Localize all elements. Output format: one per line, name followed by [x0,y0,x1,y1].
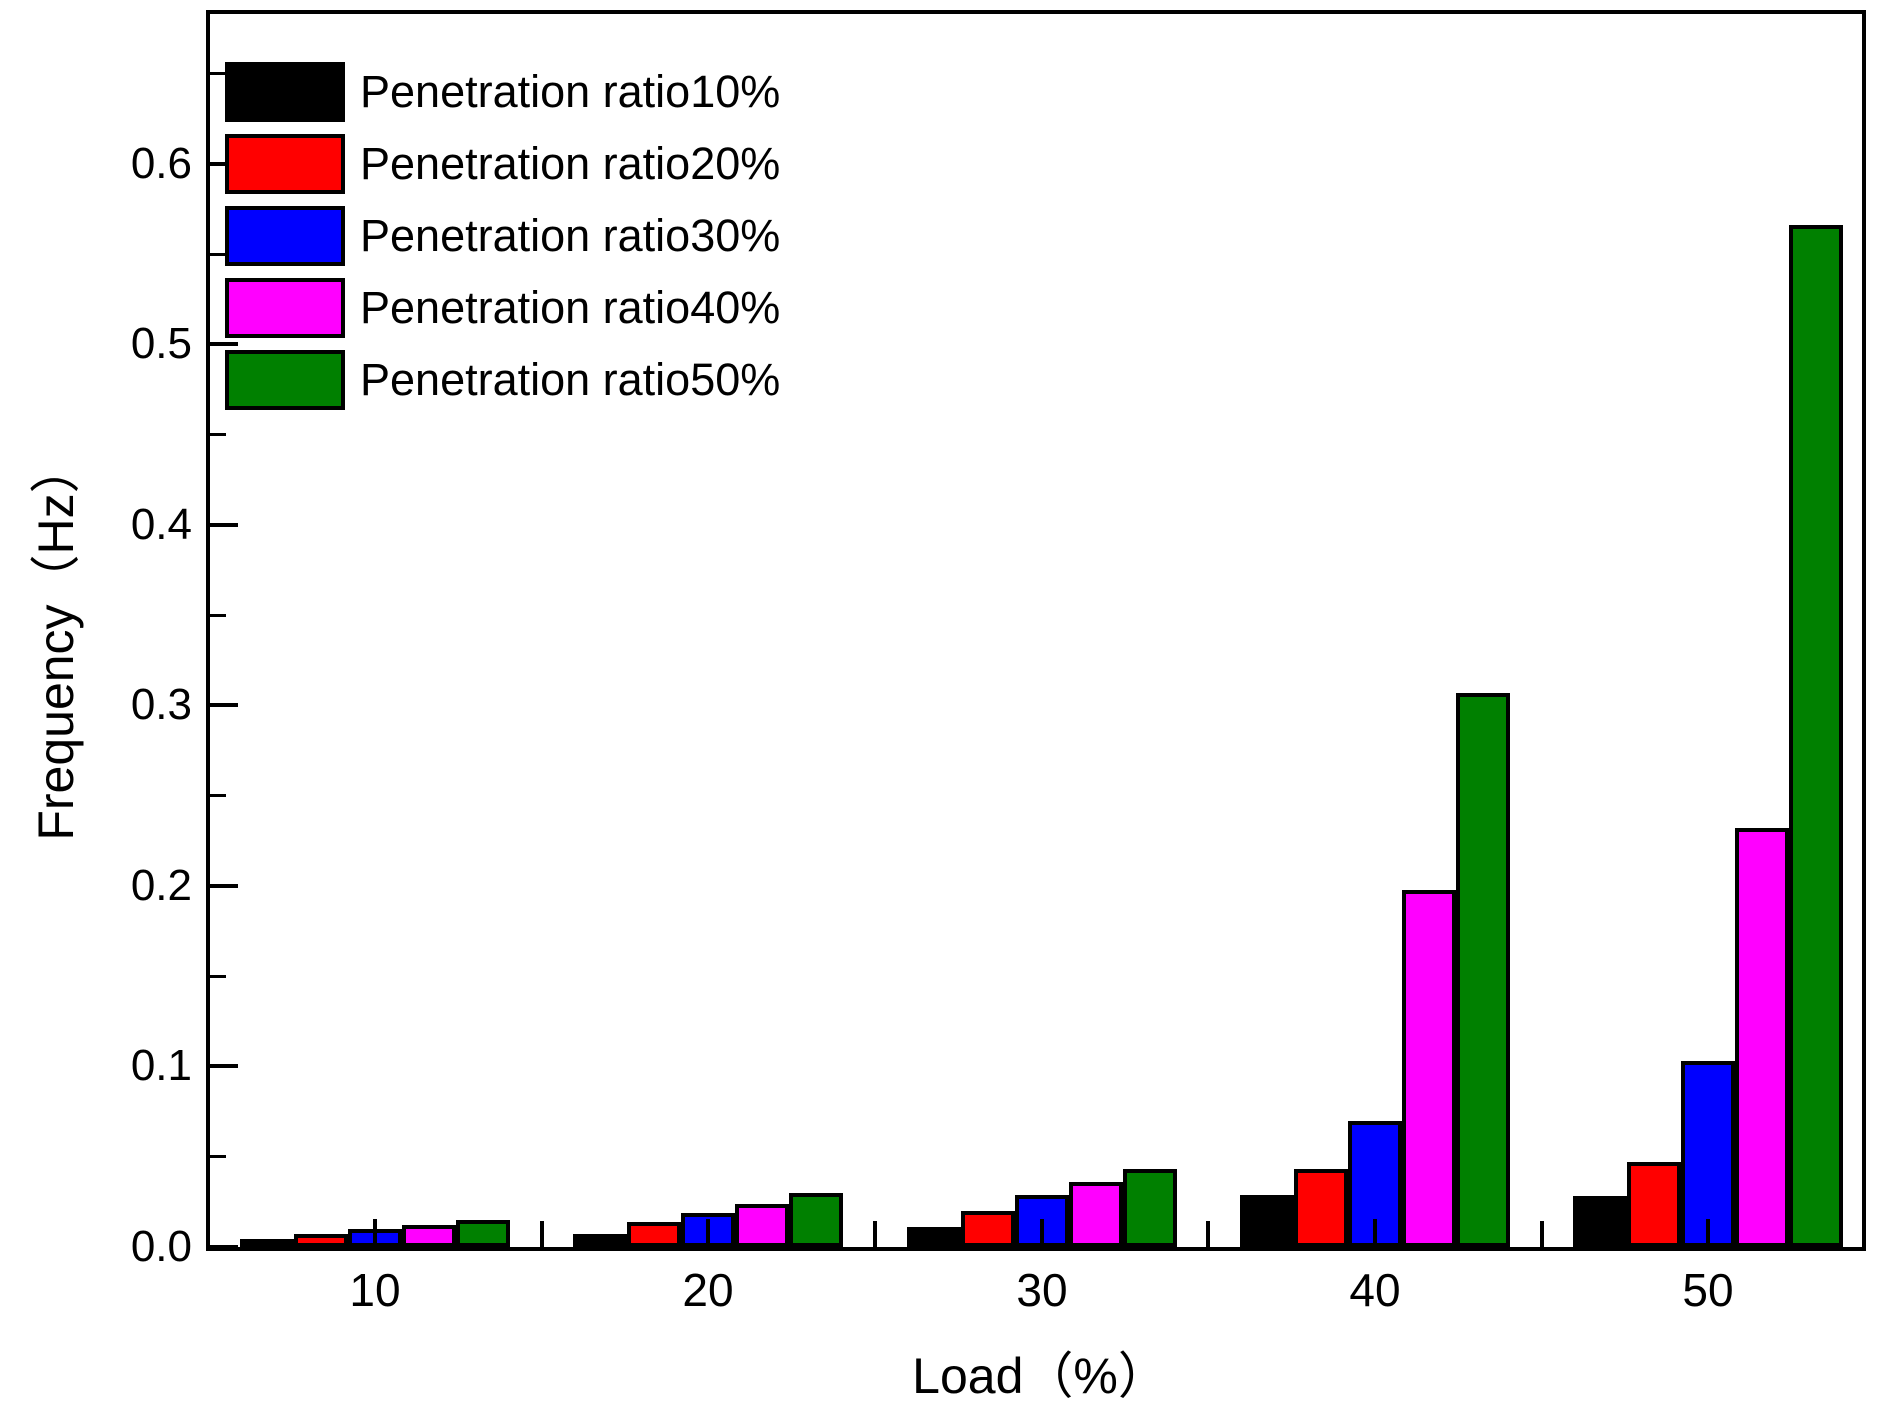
y-axis-minor-tick [210,1155,226,1158]
bar-load10-series2 [294,1234,348,1247]
x-axis-minor-tick [873,1221,877,1247]
y-axis-major-tick [210,703,238,707]
x-tick-label: 30 [1016,1264,1068,1316]
legend-label-5: Penetration ratio50% [360,354,781,405]
y-tick-label: 0.0 [130,1222,192,1271]
bar-load10-series4 [402,1225,456,1247]
y-axis-major-tick [210,342,238,346]
y-axis-minor-tick [210,794,226,797]
bar-load40-series5 [1456,693,1510,1247]
legend-swatch-3 [225,206,345,266]
x-axis-minor-tick [1206,1221,1210,1247]
bar-load50-series5 [1789,225,1843,1247]
y-axis-major-tick [210,1064,238,1068]
x-axis-major-tick [1040,1219,1044,1247]
y-tick-label: 0.2 [130,861,192,910]
bar-load50-series3 [1681,1061,1735,1247]
bar-load20-series1 [573,1234,627,1247]
y-tick-label: 0.3 [130,680,192,729]
bar-load50-series4 [1735,828,1789,1247]
y-axis-minor-tick [210,253,226,256]
y-tick-label: 0.4 [130,500,192,549]
y-axis-minor-tick [210,72,226,75]
y-axis-major-tick [210,162,238,166]
x-axis-major-tick [1706,1219,1710,1247]
legend-label-1: Penetration ratio10% [360,66,781,117]
bar-load20-series5 [789,1193,843,1247]
bar-load30-series4 [1069,1182,1123,1247]
bar-load50-series2 [1627,1162,1681,1247]
x-axis-major-tick [1373,1219,1377,1247]
x-axis-minor-tick [540,1221,544,1247]
bar-load10-series1 [240,1239,294,1247]
x-axis-title: Load（%） [912,1348,1168,1404]
y-axis-major-tick [210,884,238,888]
y-axis-major-tick [210,1245,238,1249]
y-tick-label: 0.5 [130,319,192,368]
y-axis-minor-tick [210,614,226,617]
bar-load30-series5 [1123,1169,1177,1247]
x-tick-label: 40 [1349,1264,1401,1316]
legend-swatch-5 [225,350,345,410]
legend-swatch-2 [225,134,345,194]
bar-load30-series1 [907,1227,961,1247]
bar-load30-series2 [961,1211,1015,1247]
y-tick-label: 0.1 [130,1041,192,1090]
x-tick-label: 20 [682,1264,734,1316]
y-axis-minor-tick [210,975,226,978]
x-axis-major-tick [706,1219,710,1247]
x-tick-label: 50 [1682,1264,1734,1316]
bar-load10-series5 [456,1220,510,1247]
legend-label-4: Penetration ratio40% [360,282,781,333]
x-axis-minor-tick [1540,1221,1544,1247]
bar-load40-series1 [1240,1195,1294,1247]
bar-load40-series2 [1294,1169,1348,1247]
bar-load20-series2 [627,1222,681,1247]
legend-swatch-1 [225,62,345,122]
plot-area: Penetration ratio10% Penetration ratio20%… [206,10,1866,1251]
x-axis-major-tick [373,1219,377,1247]
bar-load40-series4 [1402,890,1456,1247]
legend-label-3: Penetration ratio30% [360,210,781,261]
legend-label-2: Penetration ratio20% [360,138,781,189]
y-tick-label: 0.6 [130,139,192,188]
bar-load20-series4 [735,1204,789,1247]
x-tick-label: 10 [349,1264,401,1316]
legend-swatch-4 [225,278,345,338]
y-axis-major-tick [210,523,238,527]
y-axis-minor-tick [210,433,226,436]
bar-load50-series1 [1573,1196,1627,1247]
